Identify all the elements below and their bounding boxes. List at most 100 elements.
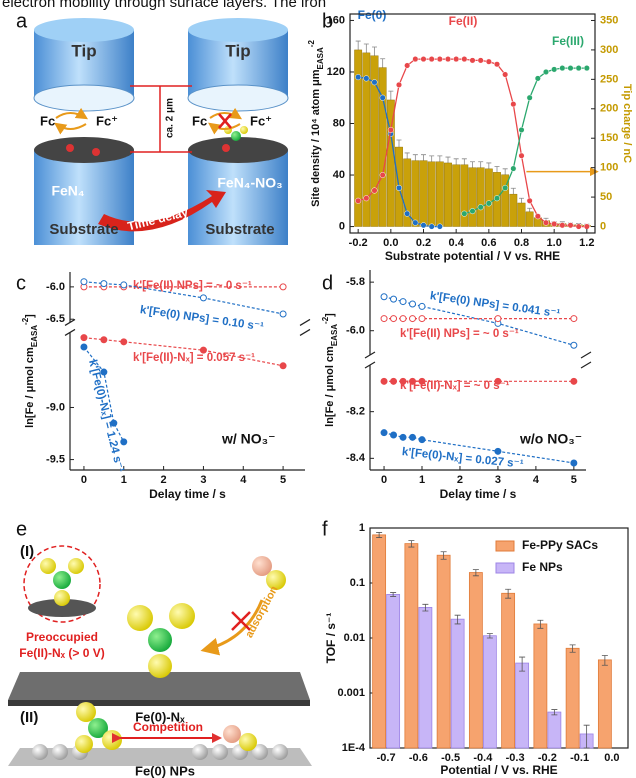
bar bbox=[386, 594, 401, 749]
bar bbox=[362, 52, 371, 227]
point bbox=[418, 377, 426, 385]
bar bbox=[372, 534, 387, 749]
point bbox=[199, 346, 207, 354]
bar bbox=[515, 662, 530, 749]
point bbox=[371, 79, 378, 86]
atom bbox=[102, 730, 122, 750]
bar bbox=[597, 659, 612, 749]
x-tick-label: -0.7 bbox=[377, 752, 396, 764]
point bbox=[575, 223, 582, 230]
x-tick-label: -0.2 bbox=[349, 237, 368, 249]
x-tick-label: 0.4 bbox=[449, 237, 465, 249]
error-bar bbox=[421, 154, 426, 161]
series-line bbox=[464, 67, 587, 215]
substrate-slab bbox=[8, 700, 310, 706]
rate-label: k'[Fe(0)-Nₓ] = 0.027 s⁻¹ bbox=[401, 446, 524, 471]
error-bar bbox=[569, 644, 576, 653]
label-part: EASA bbox=[316, 47, 325, 69]
atom bbox=[92, 148, 100, 156]
tip-top bbox=[34, 18, 134, 42]
y2-tick-label: 200 bbox=[600, 103, 618, 115]
error-bar bbox=[519, 197, 524, 203]
substrate-label: Substrate bbox=[49, 221, 118, 238]
cross bbox=[218, 113, 232, 129]
bar bbox=[452, 164, 461, 227]
y-tick-label: -9.5 bbox=[46, 453, 65, 465]
point bbox=[570, 459, 578, 467]
error-bar bbox=[453, 158, 459, 165]
point bbox=[583, 223, 590, 230]
x-tick-label: 0.8 bbox=[514, 237, 529, 249]
bar bbox=[435, 161, 444, 227]
distance-line bbox=[130, 85, 192, 153]
atom bbox=[68, 558, 84, 574]
point bbox=[100, 368, 108, 376]
x-tick-label: 4 bbox=[533, 474, 540, 486]
error-bar bbox=[412, 154, 418, 161]
bar bbox=[403, 158, 412, 227]
point bbox=[371, 187, 378, 194]
point bbox=[567, 222, 574, 229]
point bbox=[80, 334, 88, 342]
point bbox=[469, 57, 476, 64]
panel-label: e bbox=[16, 518, 27, 540]
bar bbox=[460, 164, 469, 227]
y2-tick-label: 50 bbox=[600, 191, 612, 203]
fc-label: Fc⁺ bbox=[96, 113, 118, 128]
axis-break bbox=[364, 351, 376, 369]
error-bar bbox=[486, 162, 492, 169]
y2-tick-label: 350 bbox=[600, 14, 618, 26]
y-tick-label: -5.8 bbox=[346, 276, 365, 288]
error-bar bbox=[390, 592, 397, 597]
bar bbox=[476, 167, 485, 227]
bar bbox=[386, 99, 395, 227]
bar bbox=[468, 572, 483, 749]
point bbox=[518, 126, 525, 133]
atom bbox=[169, 603, 195, 629]
point bbox=[399, 377, 407, 385]
y-tick-label: 120 bbox=[327, 66, 345, 78]
bar bbox=[450, 618, 465, 749]
y2-tick-label: 0 bbox=[600, 220, 606, 232]
axis-label: TOF / s⁻¹ bbox=[324, 613, 338, 664]
arrow bbox=[200, 599, 264, 656]
bar bbox=[404, 543, 419, 749]
tip-label: Tip bbox=[225, 41, 250, 60]
fc-label: Fc⁺ bbox=[250, 113, 272, 128]
atom bbox=[76, 702, 96, 722]
y-tick-label: 80 bbox=[333, 117, 345, 129]
y-tick-label: 1 bbox=[359, 522, 365, 534]
point bbox=[494, 377, 502, 385]
x-tick-label: -0.4 bbox=[473, 752, 493, 764]
y-tick-label: -6.0 bbox=[346, 325, 365, 337]
point bbox=[279, 283, 287, 291]
point bbox=[436, 223, 443, 230]
point bbox=[412, 219, 419, 226]
bar bbox=[565, 647, 580, 749]
bar bbox=[533, 623, 548, 749]
point bbox=[418, 315, 426, 323]
bar bbox=[509, 193, 518, 227]
point bbox=[409, 300, 417, 308]
point bbox=[80, 343, 88, 351]
point bbox=[404, 210, 411, 217]
error-bar bbox=[445, 156, 451, 163]
graphene bbox=[34, 137, 134, 163]
point bbox=[534, 213, 541, 220]
point bbox=[379, 94, 386, 101]
point bbox=[477, 204, 484, 211]
point bbox=[551, 220, 558, 228]
legend-swatch bbox=[495, 562, 515, 574]
error-bar bbox=[404, 152, 410, 159]
point bbox=[420, 56, 427, 63]
note: Competition bbox=[133, 720, 203, 734]
atom bbox=[54, 590, 70, 606]
rate-label: k'[Fe(0) NPs] = 0.10 s⁻¹ bbox=[139, 304, 264, 333]
point bbox=[502, 71, 509, 78]
point bbox=[428, 223, 435, 230]
bar bbox=[370, 55, 379, 227]
atom bbox=[266, 570, 286, 590]
panel-label: d bbox=[322, 272, 333, 294]
point bbox=[355, 197, 362, 204]
